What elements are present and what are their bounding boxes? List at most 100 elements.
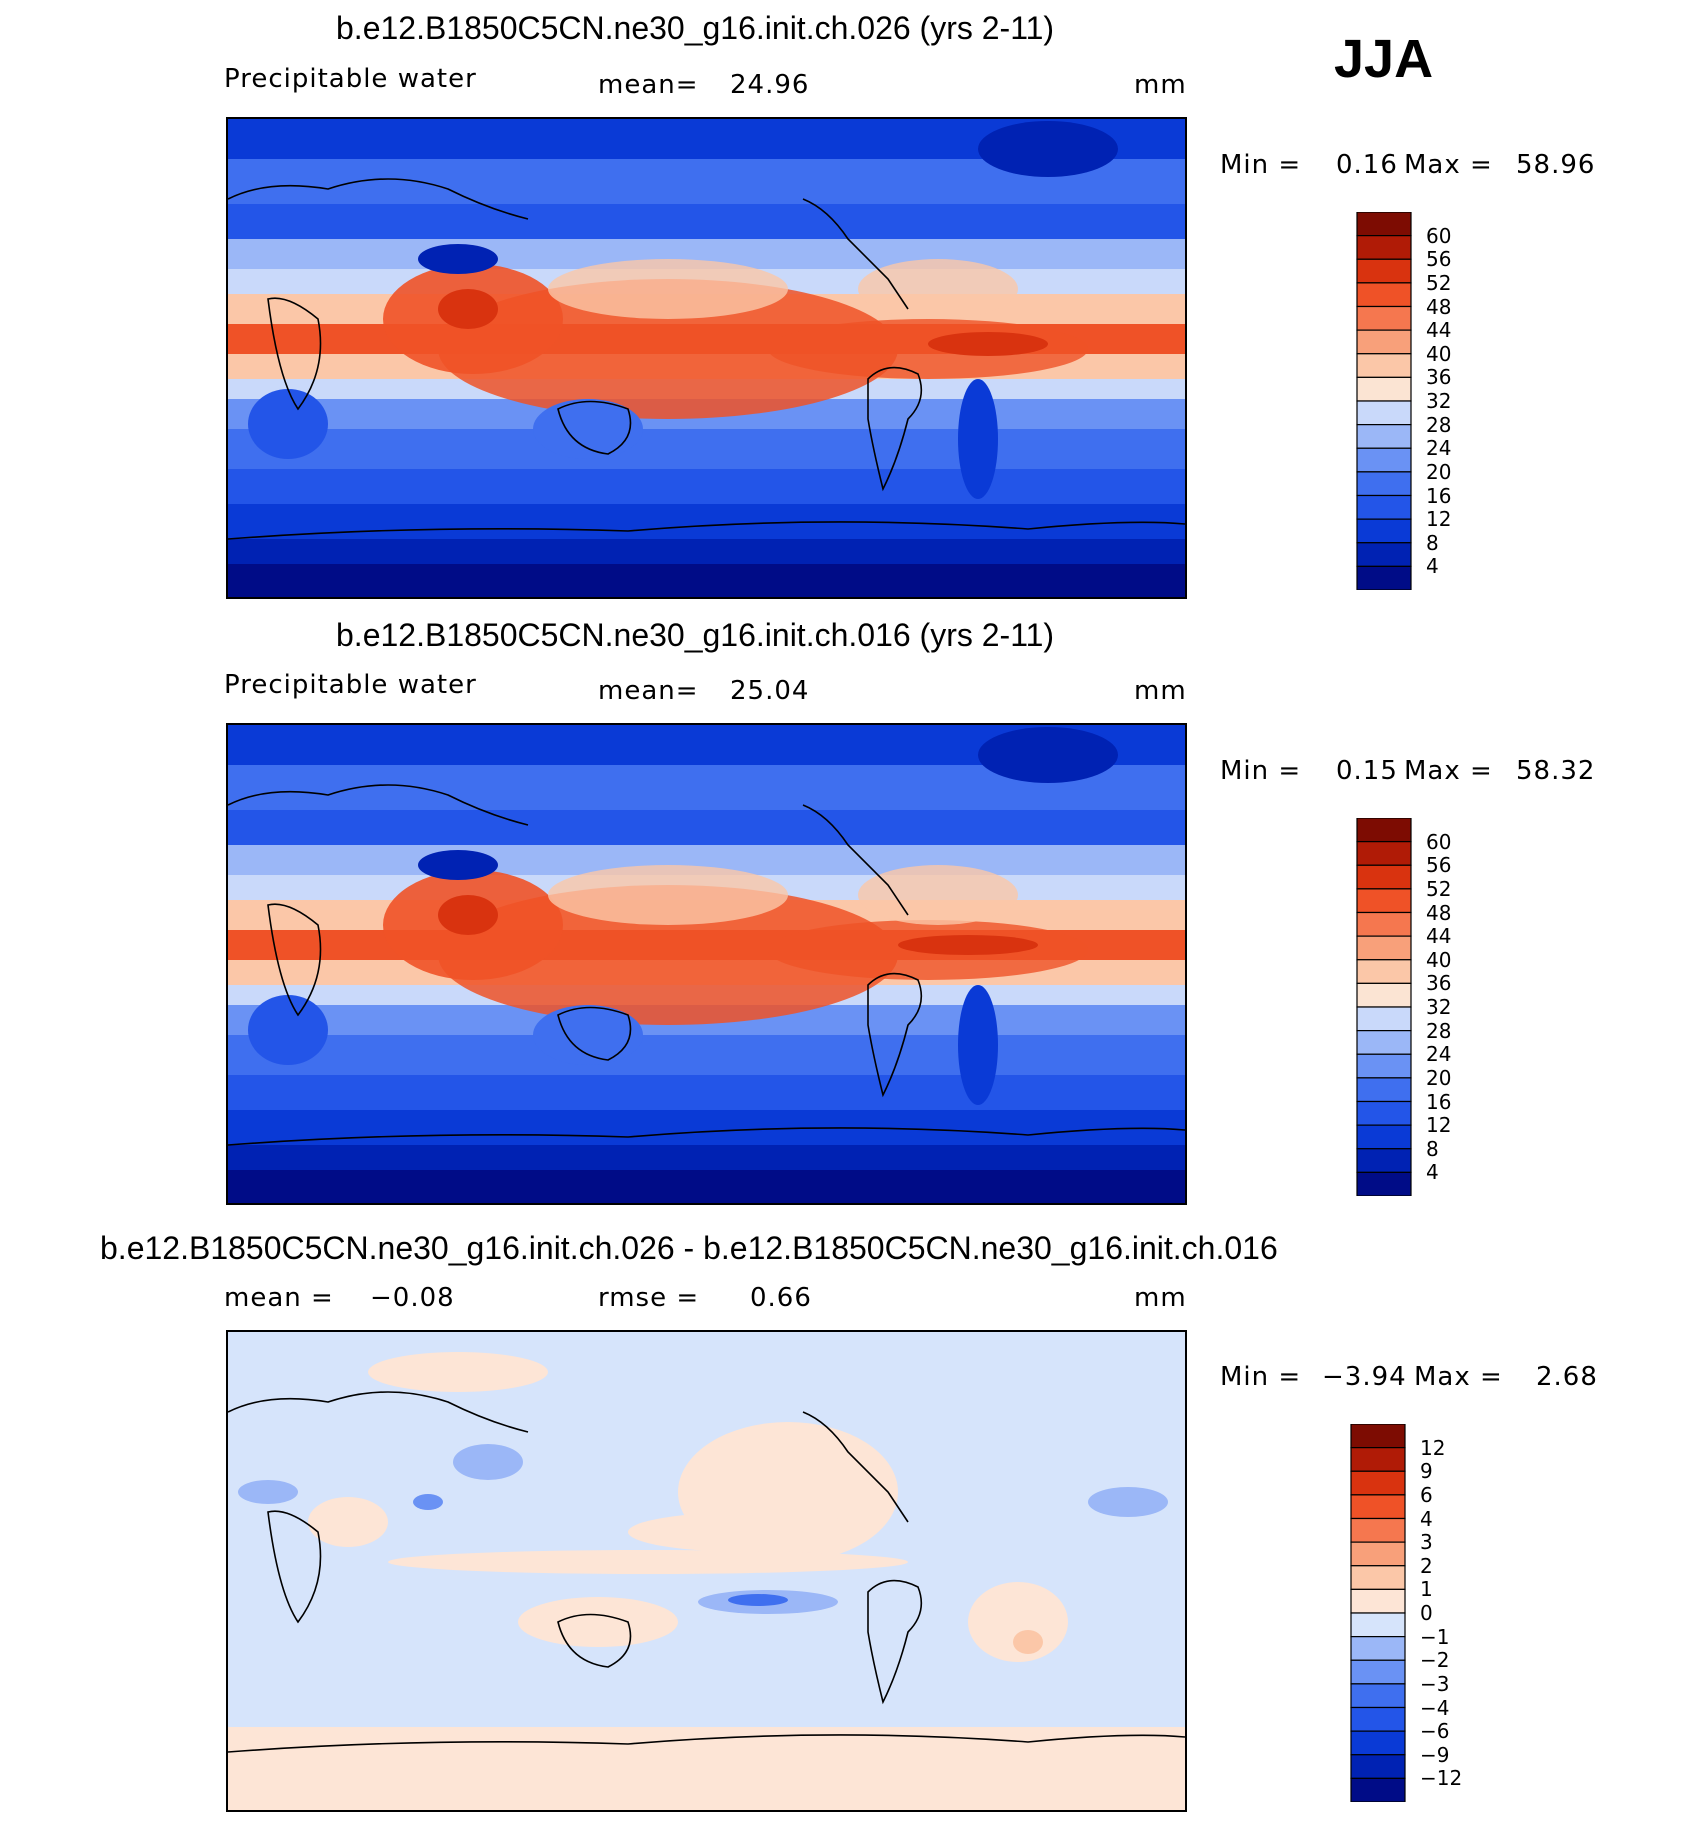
panel2-colorbar-svg	[1356, 817, 1412, 1197]
colorbar-tick-label: 24	[1426, 436, 1452, 461]
panel3-min-value: −3.94	[1322, 1362, 1407, 1392]
panel2-max-value: 58.32	[1516, 756, 1596, 786]
colorbar-box	[1356, 864, 1412, 890]
colorbar-tick-label: 40	[1426, 947, 1452, 972]
colorbar-tick-label: 32	[1426, 995, 1452, 1019]
panel1-unit: mm	[1134, 70, 1187, 100]
colorbar-tick-label: 48	[1426, 900, 1452, 925]
colorbar-box	[1356, 305, 1412, 331]
colorbar-tick-label: 4	[1426, 1160, 1439, 1185]
colorbar-tick-label: 36	[1426, 365, 1452, 390]
colorbar-tick-label: −4	[1420, 1695, 1450, 1720]
colorbar-tick-label: 56	[1426, 853, 1452, 878]
colorbar-tick-label: 52	[1426, 876, 1452, 901]
colorbar-box	[1356, 518, 1412, 544]
panel3-colorbar-labels: 12 9 6 4 3 2 1 0 −1 −2 −3 −4 −6 −9 −12	[1420, 1424, 1480, 1802]
colorbar-box	[1350, 1588, 1406, 1614]
panel2-mean-value: 25.04	[730, 676, 810, 706]
panel2-colorbar	[1356, 817, 1412, 1197]
colorbar-box	[1350, 1612, 1406, 1638]
colorbar-box	[1356, 959, 1412, 984]
colorbar-tick-label: 28	[1426, 1018, 1452, 1043]
colorbar-box	[1356, 1006, 1412, 1032]
panel3-min-label: Min =	[1220, 1362, 1302, 1392]
colorbar-box	[1350, 1659, 1406, 1685]
colorbar-box	[1356, 888, 1412, 914]
panel1-title: b.e12.B1850C5CN.ne30_g16.init.ch.026 (yr…	[336, 10, 1055, 46]
colorbar-box	[1356, 817, 1412, 843]
panel1-variable-label: Precipitable water	[224, 64, 477, 94]
colorbar-box	[1356, 565, 1412, 591]
panel1-map-svg	[228, 119, 1185, 597]
colorbar-tick-label: 56	[1426, 247, 1452, 272]
colorbar-tick-label: 3	[1420, 1530, 1433, 1555]
colorbar-box	[1356, 424, 1412, 449]
panel3-max-label: Max =	[1414, 1362, 1503, 1392]
colorbar-tick-label: 44	[1426, 318, 1452, 343]
panel2-min-label: Min =	[1220, 756, 1302, 786]
colorbar-box	[1356, 1053, 1412, 1079]
colorbar-tick-label: 44	[1426, 924, 1452, 949]
colorbar-box	[1356, 542, 1412, 567]
panel3-map	[226, 1330, 1187, 1812]
panel1-min-label: Min =	[1220, 150, 1302, 180]
colorbar-box	[1350, 1541, 1406, 1567]
colorbar-tick-label: 12	[1420, 1435, 1446, 1460]
colorbar-box	[1356, 353, 1412, 378]
panel2-title: b.e12.B1850C5CN.ne30_g16.init.ch.016 (yr…	[336, 617, 1055, 653]
colorbar-tick-label: −1	[1420, 1624, 1450, 1649]
panel2-min-value: 0.15	[1336, 756, 1398, 786]
panel2-max-label: Max =	[1404, 756, 1493, 786]
colorbar-tick-label: −12	[1420, 1766, 1463, 1791]
colorbar-tick-label: −6	[1420, 1719, 1450, 1744]
colorbar-tick-label: 32	[1426, 389, 1452, 413]
colorbar-tick-label: 4	[1420, 1506, 1433, 1531]
colorbar-tick-label: 12	[1426, 1113, 1452, 1138]
colorbar-tick-label: 8	[1426, 530, 1439, 555]
colorbar-tick-label: 8	[1426, 1136, 1439, 1161]
colorbar-tick-label: 52	[1426, 270, 1452, 295]
panel3-title: b.e12.B1850C5CN.ne30_g16.init.ch.026 - b…	[100, 1230, 1278, 1266]
panel1-mean-value: 24.96	[730, 70, 810, 100]
colorbar-tick-label: 60	[1426, 223, 1452, 248]
panel1-colorbar-labels: 60 56 52 48 44 40 36 32 28 24 20 16 12 8 4	[1426, 212, 1486, 590]
colorbar-box	[1350, 1447, 1406, 1472]
panel1-max-label: Max =	[1404, 150, 1493, 180]
colorbar-box	[1356, 841, 1412, 866]
panel3-colorbar-svg	[1350, 1423, 1406, 1803]
colorbar-box	[1350, 1423, 1406, 1449]
panel3-max-value: 2.68	[1536, 1362, 1598, 1392]
colorbar-tick-label: 12	[1426, 507, 1452, 532]
colorbar-tick-label: −2	[1420, 1648, 1450, 1673]
colorbar-tick-label: 20	[1426, 1065, 1452, 1090]
panel3-colorbar	[1350, 1423, 1406, 1803]
colorbar-box	[1356, 494, 1412, 520]
colorbar-box	[1356, 447, 1412, 473]
colorbar-tick-label: 48	[1426, 294, 1452, 319]
colorbar-box	[1356, 1124, 1412, 1150]
colorbar-box	[1356, 935, 1412, 961]
colorbar-box	[1356, 282, 1412, 308]
panel1-map	[226, 117, 1187, 599]
panel1-colorbar-svg	[1356, 211, 1412, 591]
panel3-map-svg	[228, 1332, 1185, 1810]
panel2-unit: mm	[1134, 676, 1187, 706]
panel1-min-value: 0.16	[1336, 150, 1398, 180]
colorbar-tick-label: 6	[1420, 1482, 1433, 1507]
colorbar-tick-label: 36	[1426, 971, 1452, 996]
panel1-max-value: 58.96	[1516, 150, 1596, 180]
panel3-mean-value: −0.08	[370, 1283, 455, 1313]
colorbar-tick-label: 60	[1426, 829, 1452, 854]
colorbar-box	[1350, 1706, 1406, 1732]
colorbar-box	[1356, 1148, 1412, 1173]
colorbar-tick-label: 2	[1420, 1553, 1433, 1578]
colorbar-tick-label: 16	[1426, 1089, 1452, 1114]
colorbar-tick-label: 20	[1426, 459, 1452, 484]
colorbar-box	[1350, 1517, 1406, 1543]
panel1-mean-label: mean=	[598, 70, 699, 100]
panel2-map	[226, 723, 1187, 1205]
colorbar-box	[1350, 1470, 1406, 1496]
panel2-variable-label: Precipitable water	[224, 670, 477, 700]
colorbar-box	[1356, 235, 1412, 260]
panel2-map-svg	[228, 725, 1185, 1203]
